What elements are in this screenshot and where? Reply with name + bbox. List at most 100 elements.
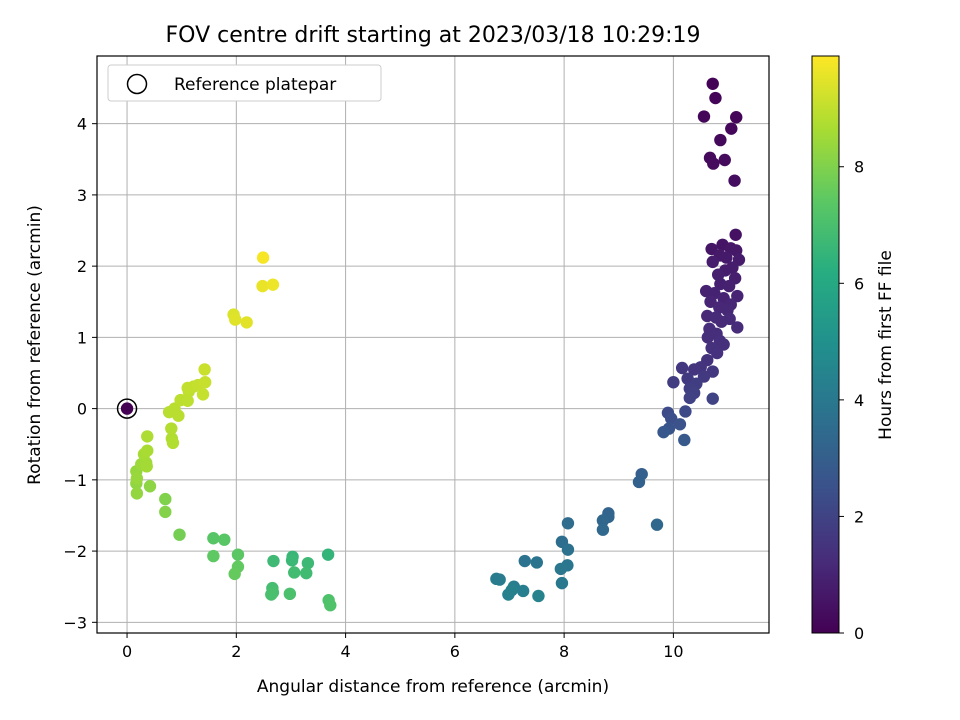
data-point	[697, 110, 711, 123]
y-tick-label: −3	[63, 613, 87, 632]
data-point	[678, 433, 691, 447]
data-point	[196, 388, 210, 401]
data-point	[130, 472, 144, 485]
data-point	[673, 418, 687, 431]
data-point	[728, 174, 741, 187]
y-tick-label: 3	[77, 186, 87, 205]
x-tick-label: 0	[122, 642, 132, 661]
data-point	[730, 111, 743, 124]
data-point	[657, 425, 670, 439]
y-tick-label: −2	[63, 542, 87, 561]
colorbar-tick-label: 4	[854, 391, 864, 410]
data-point	[301, 556, 315, 570]
data-point	[710, 346, 724, 360]
data-point	[706, 392, 719, 405]
data-point	[554, 562, 568, 576]
data-point	[140, 460, 153, 473]
data-point	[141, 430, 154, 443]
y-tick-label: −1	[63, 471, 87, 490]
data-point	[532, 589, 545, 603]
data-point	[229, 313, 242, 326]
data-point	[141, 444, 154, 457]
x-axis-label: Angular distance from reference (arcmin)	[257, 677, 609, 697]
data-point	[675, 361, 689, 375]
x-tick-label: 2	[231, 642, 241, 661]
data-point	[709, 91, 722, 105]
data-point	[707, 157, 720, 170]
data-point	[725, 122, 738, 135]
legend-label-reference: Reference platepar	[174, 75, 336, 95]
data-point	[667, 376, 680, 389]
y-tick-label: 4	[77, 115, 87, 134]
data-point	[530, 556, 544, 569]
data-point	[165, 422, 178, 435]
data-point	[321, 548, 335, 561]
data-point	[159, 505, 172, 519]
x-tick-label: 10	[663, 642, 683, 661]
data-point	[711, 268, 725, 281]
data-point	[596, 523, 610, 536]
data-points	[116, 77, 746, 612]
reference-marker	[116, 398, 138, 419]
data-point	[706, 255, 719, 269]
legend: Reference platepar	[107, 64, 382, 102]
colorbar-tick-label: 6	[854, 274, 864, 293]
data-point	[518, 554, 531, 568]
data-point	[267, 554, 280, 568]
reference-data-point	[120, 402, 134, 415]
data-point	[717, 338, 730, 351]
data-point	[718, 153, 731, 167]
data-point	[256, 251, 270, 264]
data-point	[324, 599, 337, 612]
colorbar-tick-label: 2	[854, 507, 864, 526]
data-point	[555, 576, 569, 590]
data-point	[714, 133, 727, 147]
data-point	[650, 518, 664, 531]
data-point	[207, 549, 220, 563]
x-tick-label: 8	[559, 642, 569, 661]
data-point	[683, 391, 696, 405]
data-point	[493, 573, 506, 586]
data-point	[285, 554, 299, 567]
data-point	[198, 376, 212, 389]
data-point	[505, 584, 518, 597]
data-point	[715, 315, 728, 328]
y-tick-label: 1	[77, 328, 87, 347]
data-point	[706, 77, 719, 90]
data-point	[701, 331, 715, 344]
data-point	[720, 251, 733, 264]
grid	[97, 56, 769, 633]
y-tick-label: 0	[77, 400, 87, 419]
data-point	[143, 480, 157, 493]
data-point	[731, 321, 744, 334]
data-point	[687, 363, 701, 376]
colorbar-tick-label: 0	[854, 624, 864, 643]
legend-box	[107, 64, 382, 102]
data-point	[207, 532, 220, 545]
data-point	[218, 533, 231, 546]
data-point	[159, 492, 172, 506]
data-point	[173, 528, 186, 541]
data-point	[632, 475, 646, 489]
data-point	[228, 567, 241, 581]
data-point	[731, 289, 744, 303]
colorbar-label: Hours from first FF file	[876, 250, 896, 440]
x-tick-label: 4	[340, 642, 350, 661]
chart-title: FOV centre drift starting at 2023/03/18 …	[166, 23, 701, 48]
data-point	[729, 228, 742, 241]
data-point	[300, 566, 313, 580]
y-tick-label: 2	[77, 257, 87, 276]
data-point	[679, 405, 692, 418]
data-point	[231, 548, 245, 561]
legend-marker-reference	[126, 73, 148, 95]
data-point	[596, 514, 610, 527]
colorbar-tick-label: 8	[854, 158, 864, 177]
plot-frame	[96, 55, 770, 634]
data-point	[665, 412, 678, 425]
data-point	[561, 543, 575, 556]
data-point	[166, 436, 180, 450]
y-axis-label: Rotation from reference (arcmin)	[25, 205, 45, 485]
colorbar-gradient	[811, 55, 840, 634]
data-point	[266, 278, 280, 291]
